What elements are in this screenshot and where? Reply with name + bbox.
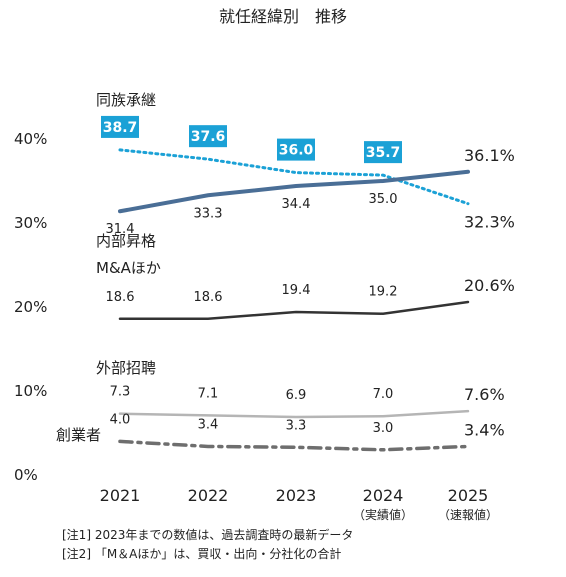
- data-label: 19.4: [282, 283, 311, 298]
- series-line: [118, 169, 470, 214]
- data-label: 7.0: [373, 387, 394, 402]
- x-tick-sublabel: （実績値）: [353, 507, 413, 522]
- data-label: 34.4: [282, 197, 311, 212]
- x-tick-label: 2023: [276, 486, 317, 505]
- data-label-box: [364, 141, 402, 164]
- chart-title: 就任経緯別 推移: [219, 7, 347, 26]
- data-label: 6.9: [286, 388, 307, 403]
- data-label: 3.0: [373, 421, 394, 436]
- x-tick-label: 2025: [448, 486, 489, 505]
- data-label: 20.6%: [464, 276, 515, 295]
- series-label-internal-promotion: 内部昇格: [96, 232, 156, 250]
- footnote-2: [注2] 「M＆Aほか」は、買収・出向・分社化の合計: [62, 547, 342, 561]
- data-label: 18.6: [194, 290, 223, 305]
- data-label: 35.0: [369, 192, 398, 207]
- y-tick-label: 10%: [14, 382, 47, 400]
- series-label-ma-etc: M&Aほか: [96, 259, 161, 277]
- series-label-external-recruitment: 外部招聘: [96, 359, 156, 377]
- footnote-1: [注1] 2023年までの数値は、過去調査時の最新データ: [62, 528, 354, 542]
- data-label: 3.4: [198, 417, 219, 432]
- data-label: 3.3: [286, 418, 307, 433]
- series-line: [118, 148, 470, 206]
- y-tick-label: 20%: [14, 298, 47, 316]
- series-label-founder: 創業者: [56, 426, 101, 444]
- data-label: 37.6: [191, 129, 226, 145]
- x-tick-label: 2024: [363, 486, 404, 505]
- x-tick-label: 2021: [100, 486, 141, 505]
- data-label: 7.6%: [464, 385, 505, 404]
- x-tick-label: 2022: [188, 486, 229, 505]
- data-label: 4.0: [110, 412, 131, 427]
- data-label: 31.4: [106, 222, 135, 237]
- data-label: 18.6: [106, 290, 135, 305]
- series-label-family-succession: 同族承継: [96, 91, 156, 109]
- data-label: 7.3: [110, 385, 131, 400]
- series-line: [118, 300, 470, 321]
- series-line: [118, 409, 470, 419]
- data-label-box: [101, 115, 139, 138]
- data-label: 7.1: [198, 386, 219, 401]
- data-label-box: [277, 138, 315, 161]
- data-label: 32.3%: [464, 213, 515, 232]
- y-tick-label: 40%: [14, 130, 47, 148]
- x-tick-sublabel: （速報値）: [438, 507, 498, 522]
- y-tick-label: 0%: [14, 466, 38, 484]
- data-label: 36.1%: [464, 146, 515, 165]
- data-label: 36.0: [279, 143, 314, 159]
- series-line: [118, 439, 470, 452]
- data-label: 3.4%: [464, 420, 505, 439]
- data-label: 33.3: [194, 206, 223, 221]
- data-label: 35.7: [366, 145, 401, 161]
- x-axis: 2021 2022 2023 2024 （実績値） 2025 （速報値）: [100, 486, 498, 522]
- data-label: 19.2: [369, 285, 398, 300]
- y-axis: 0% 10% 20% 30% 40%: [14, 130, 47, 484]
- data-label: 38.7: [103, 120, 138, 136]
- data-label-box: [189, 125, 227, 148]
- y-tick-label: 30%: [14, 214, 47, 232]
